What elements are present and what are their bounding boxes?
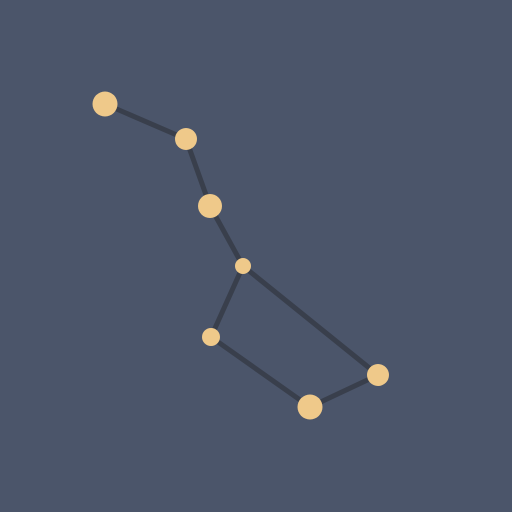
constellation-line [102,101,189,142]
star [367,364,389,386]
star [198,194,222,218]
constellation-stars [92,91,389,420]
star [92,91,118,117]
constellation-line [208,263,246,340]
constellation-line [208,334,313,410]
constellation-line [240,263,381,378]
star [297,394,323,420]
star [175,128,197,150]
constellation-line [307,372,381,410]
star [202,328,220,346]
star [235,258,251,274]
